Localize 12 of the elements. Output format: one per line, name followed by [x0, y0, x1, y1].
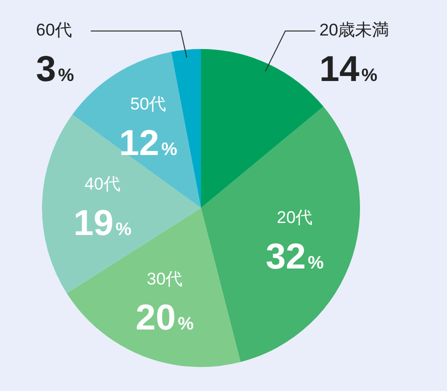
- data-label: 3%: [36, 48, 74, 89]
- data-label: 12%: [119, 122, 178, 163]
- slice-label: 20代: [276, 208, 313, 228]
- slice-label: 30代: [146, 269, 183, 288]
- slice-label: 50代: [130, 94, 166, 114]
- data-label: 20%: [136, 296, 194, 338]
- data-label: 19%: [73, 202, 132, 243]
- slice-label: 60代: [36, 20, 72, 40]
- slice-label: 20歳未満: [319, 20, 390, 40]
- slice-label: 40代: [84, 174, 120, 194]
- data-label: 32%: [266, 235, 324, 276]
- data-label: 14%: [319, 48, 378, 89]
